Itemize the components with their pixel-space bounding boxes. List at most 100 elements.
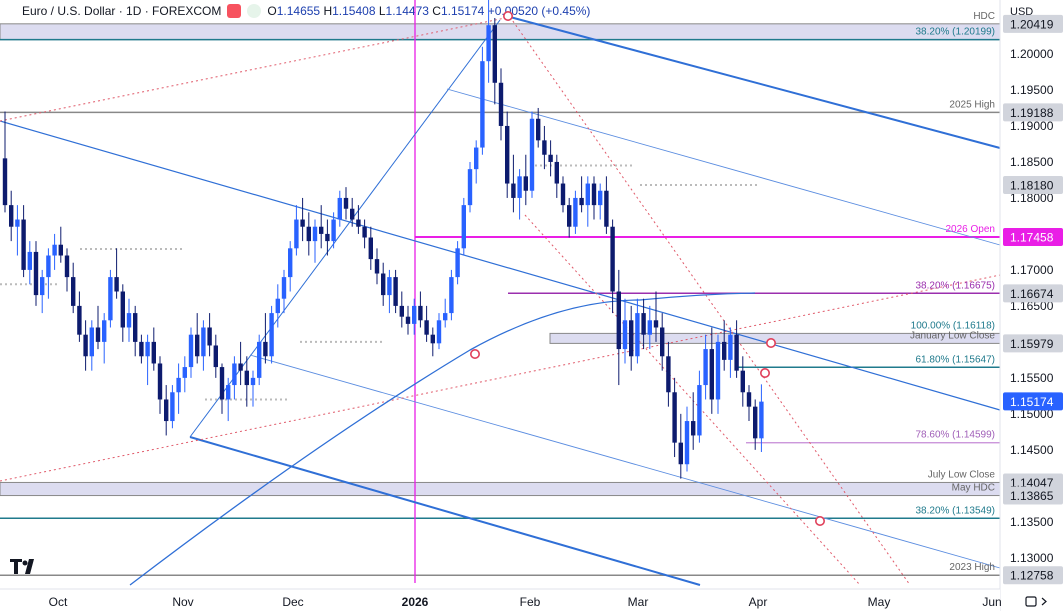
candle-75: [467, 161, 473, 213]
candle-body: [548, 154, 553, 162]
x-tick-label: May: [868, 595, 891, 609]
candle-107: [666, 341, 671, 407]
candle-120: [746, 385, 752, 422]
candle-body: [257, 341, 262, 378]
candle-113: [703, 334, 708, 400]
price-tag-4: 1.16674: [1003, 284, 1063, 303]
candle-38: [238, 341, 243, 386]
candle-82: [511, 154, 516, 213]
open-label: O: [267, 4, 277, 18]
candle-body: [27, 251, 32, 270]
candle-body: [195, 334, 200, 357]
candle-body: [40, 277, 45, 296]
annotation-5: 100.00% (1.16118): [911, 320, 995, 331]
x-tick-label: Jun: [982, 595, 1001, 609]
pivot-marker-4: [814, 515, 825, 526]
y-tick-label: 1.17000: [1010, 263, 1054, 277]
candle-body: [89, 327, 94, 357]
candle-body: [139, 341, 144, 357]
candle-body: [436, 320, 442, 344]
candle-body: [610, 226, 615, 292]
candle-28: [176, 363, 181, 414]
candle-77: [480, 46, 485, 155]
price-tag-bg: [1003, 392, 1063, 411]
y-tick-label: 1.14500: [1010, 443, 1054, 457]
candle-body: [300, 219, 305, 227]
candle-body: [591, 183, 597, 206]
candle-85: [529, 111, 535, 198]
candle-body: [511, 183, 516, 198]
candle-body: [120, 291, 125, 328]
candle-body: [498, 82, 504, 126]
low-value: 1.14473: [385, 4, 429, 18]
candle-42: [263, 313, 268, 364]
pivot-marker-0: [502, 11, 513, 21]
candle-83: [517, 169, 522, 220]
candle-body: [114, 277, 119, 292]
candle-76: [474, 140, 479, 184]
candle-body: [641, 313, 646, 335]
candle-body: [306, 226, 311, 242]
candle-9: [58, 226, 63, 263]
go-to-date-icon[interactable]: [1025, 596, 1047, 607]
candle-body: [393, 277, 398, 306]
candle-body: [15, 219, 20, 227]
candle-body: [480, 61, 485, 148]
candle-54: [337, 190, 342, 227]
x-tick-label: Feb: [520, 595, 541, 609]
candle-body: [722, 341, 727, 360]
candle-body: [337, 197, 342, 220]
price-tag-label: 1.19188: [1010, 106, 1054, 120]
candle-body: [126, 313, 132, 328]
candle-body: [666, 356, 671, 393]
candle-52: [325, 219, 330, 256]
candle-12: [77, 291, 82, 342]
candle-body: [226, 385, 231, 400]
annotation-10: May HDC: [952, 483, 995, 494]
candle-body: [343, 197, 349, 209]
x-tick-label: Mar: [628, 595, 649, 609]
flag-icon[interactable]: [227, 4, 242, 18]
candle-92: [573, 190, 578, 234]
candle-94: [585, 176, 590, 227]
y-tick-label: 1.15500: [1010, 371, 1054, 385]
candle-body: [672, 392, 677, 443]
price-tag-bg: [1003, 566, 1063, 585]
tradingview-logo: [10, 559, 34, 574]
price-tag-label: 1.18180: [1010, 178, 1054, 192]
candle-17: [108, 269, 113, 328]
candle-55: [343, 187, 349, 220]
candle-body: [573, 197, 578, 227]
chart-header: Euro / U.S. Dollar · 1D · FOREXCOM O 1.14…: [0, 0, 590, 22]
candle-body: [467, 169, 473, 206]
candle-104: [647, 305, 652, 350]
y-tick-label: 1.18500: [1010, 155, 1054, 169]
x-tick-label: Apr: [749, 595, 768, 609]
candle-59: [368, 226, 373, 270]
candle-63: [393, 269, 398, 314]
symbol-title[interactable]: Euro / U.S. Dollar · 1D · FOREXCOM: [22, 4, 222, 18]
high-label: H: [323, 4, 333, 18]
candle-122: [759, 384, 764, 453]
candle-31: [195, 313, 200, 364]
candle-body: [697, 385, 702, 436]
candle-108: [672, 377, 677, 458]
price-tag-5: 1.15979: [1003, 334, 1063, 353]
candle-67: [418, 291, 423, 328]
lower-channel-line: [189, 436, 701, 586]
candle-body: [108, 277, 113, 321]
price-tag-label: 1.20419: [1010, 17, 1054, 31]
candle-79: [492, 17, 497, 105]
candle-body: [232, 363, 237, 386]
annotation-7: 61.80% (1.15647): [915, 354, 995, 365]
y-tick-label: 1.19000: [1010, 119, 1054, 133]
candle-119: [740, 356, 745, 407]
candle-97: [604, 176, 609, 234]
candle-body: [269, 313, 274, 357]
annotation-1: 38.20% (1.20199): [915, 27, 995, 38]
candle-body: [622, 320, 628, 350]
candle-body: [275, 298, 280, 314]
candle-body: [83, 334, 88, 357]
candle-body: [536, 118, 541, 141]
